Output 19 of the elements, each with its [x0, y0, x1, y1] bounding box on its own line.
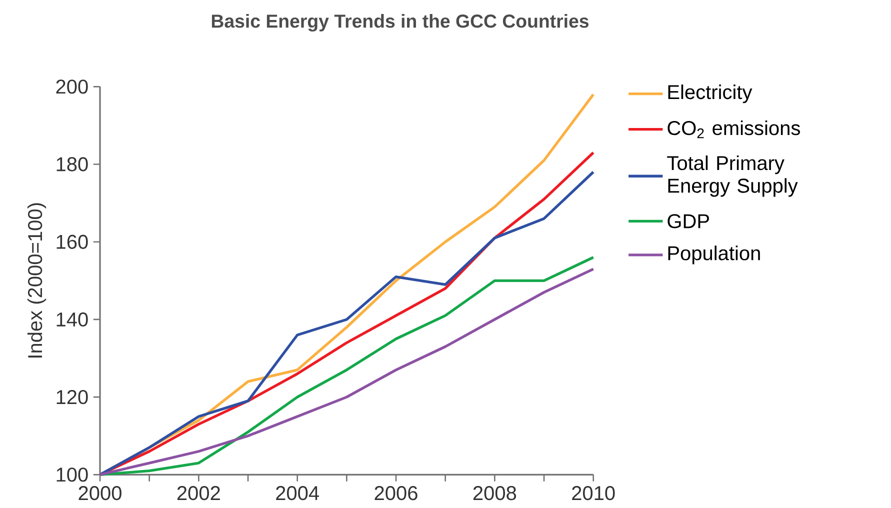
legend-label: GDP [668, 214, 709, 228]
legend-label: CO$_{2}$ emissions [668, 120, 800, 138]
chart-title: Basic Energy Trends in the GCC Countries [212, 14, 589, 32]
x-tick-label: 2010 [572, 486, 615, 500]
y-tick-label: 100 [56, 468, 88, 482]
x-tick-label: 2000 [78, 486, 122, 500]
x-tick-label: 2008 [473, 486, 516, 500]
x-tick-label: 2002 [177, 486, 220, 500]
y-tick-label: 120 [56, 390, 88, 404]
x-tick-label: 2006 [374, 486, 418, 500]
legend-label: Electricity [668, 84, 752, 104]
y-tick-label: 180 [56, 157, 88, 172]
y-tick-label: 160 [56, 234, 88, 249]
x-tick-label: 2004 [276, 486, 319, 500]
y-tick-label: 200 [56, 80, 88, 94]
legend-label: Population [668, 246, 760, 264]
y-axis-title: Index (2000=100) [27, 203, 46, 358]
y-tick-label: 140 [56, 312, 88, 327]
legend-label: Total Primary Energy Supply [667, 155, 798, 197]
